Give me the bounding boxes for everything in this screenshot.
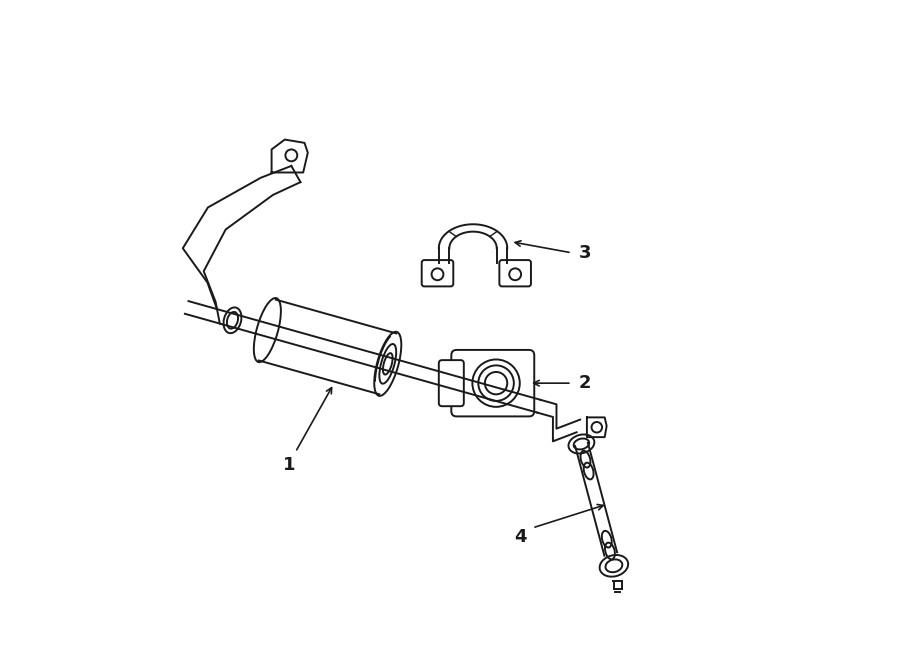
Text: 2: 2: [579, 374, 591, 392]
FancyBboxPatch shape: [422, 260, 454, 286]
FancyBboxPatch shape: [451, 350, 535, 416]
FancyBboxPatch shape: [500, 260, 531, 286]
Text: 4: 4: [514, 528, 526, 546]
FancyBboxPatch shape: [439, 360, 464, 407]
Text: 1: 1: [283, 457, 295, 475]
Text: 3: 3: [579, 244, 591, 262]
